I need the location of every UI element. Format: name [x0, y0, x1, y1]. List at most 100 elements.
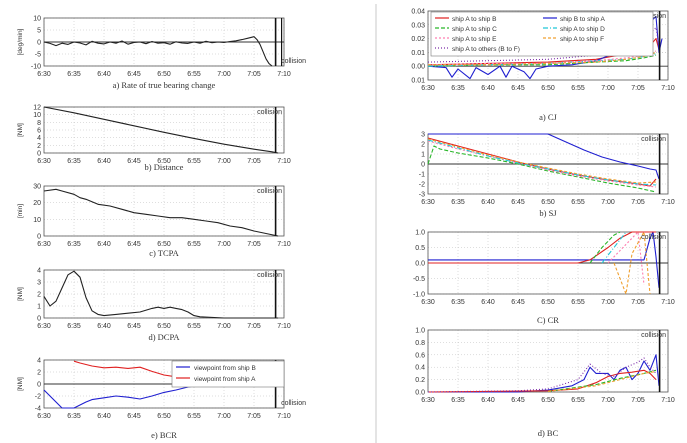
y-tick-label: 10	[33, 16, 41, 23]
x-tick-label: 6:30	[37, 413, 51, 420]
y-tick-label: -1.0	[413, 292, 425, 299]
x-tick-label: 6:45	[511, 299, 525, 306]
x-tick-label: 6:55	[187, 71, 201, 78]
chart-bcr: 4 2 0 -2 -46:30 6:35 6:40 6:45 6:50 6:55 7:00 7:05 7…	[17, 358, 306, 441]
y-tick-label: 3	[37, 280, 41, 287]
y-tick-label: 0.2	[415, 377, 425, 384]
y-tick-label: 10	[33, 112, 41, 119]
x-tick-label: 6:35	[451, 199, 465, 206]
chart-sj: 3 2 1 0 -1 -2 -36:30 6:35 6:40 6:45 6:50 6:55 7:00 7:…	[419, 132, 675, 219]
series-line-orange-5	[613, 231, 651, 295]
x-tick-label: 6:50	[541, 199, 555, 206]
collision-label: collision	[641, 13, 666, 20]
y-tick-label: -10	[31, 64, 41, 71]
collision-label: collision	[257, 272, 282, 279]
collision-label: collision	[257, 188, 282, 195]
legend-entry: ship A to ship F	[560, 36, 604, 43]
x-tick-label: 6:40	[481, 397, 495, 404]
collision-label: collision	[281, 58, 306, 65]
legend-entry: viewpoint from ship A	[194, 376, 256, 383]
x-tick-label: 6:40	[97, 323, 111, 330]
legend-entry: ship A to ship C	[452, 26, 497, 33]
y-tick-label: 8	[37, 120, 41, 127]
x-tick-label: 6:50	[541, 85, 555, 92]
x-tick-label: 7:05	[247, 241, 261, 248]
y-tick-label: 2	[37, 370, 41, 377]
chart-caption: e) BCR	[151, 430, 177, 440]
x-tick-label: 6:45	[127, 158, 141, 165]
series-line-ship-a-to-ship-f	[428, 51, 657, 66]
chart-dcpa: 4 3 2 1 06:30 6:35 6:40 6:45 6:50 6:55 7:00 7:05 7:1…	[17, 268, 291, 343]
x-tick-label: 6:30	[37, 241, 51, 248]
x-tick-label: 6:50	[157, 158, 171, 165]
series-line-pink-4	[607, 231, 645, 285]
x-tick-label: 6:30	[421, 199, 435, 206]
x-tick-label: 7:10	[661, 199, 675, 206]
x-tick-label: 6:40	[97, 241, 111, 248]
x-tick-label: 6:40	[97, 158, 111, 165]
y-tick-label: 0.0	[415, 261, 425, 268]
x-tick-label: 6:45	[511, 199, 525, 206]
y-axis-label: [NM]	[17, 287, 24, 301]
x-tick-label: 6:45	[511, 85, 525, 92]
series-line-orange-4	[547, 370, 657, 392]
y-tick-label: 0.8	[415, 340, 425, 347]
x-tick-label: 6:50	[157, 413, 171, 420]
legend-box	[171, 360, 285, 388]
x-tick-label: 6:45	[127, 323, 141, 330]
y-tick-label: 0.03	[411, 22, 425, 29]
y-tick-label: 0	[37, 382, 41, 389]
x-tick-label: 6:55	[571, 85, 585, 92]
x-tick-label: 6:50	[541, 299, 555, 306]
x-tick-label: 6:35	[67, 158, 81, 165]
series-line-black-0	[43, 106, 279, 154]
y-axis-label: [deg/min]	[17, 28, 24, 55]
x-tick-label: 6:55	[571, 299, 585, 306]
y-tick-label: 12	[33, 105, 41, 112]
x-tick-label: 6:30	[37, 158, 51, 165]
x-tick-label: 7:00	[601, 299, 615, 306]
chart-caption: b) SJ	[539, 208, 557, 218]
x-tick-label: 6:40	[481, 299, 495, 306]
legend-entry: ship A to ship D	[560, 26, 605, 33]
chart-bc: 1.0 0.8 0.6 0.4 0.2 0.06:30 6:35 6:40 6:45 6:50 6:…	[415, 328, 675, 439]
chart-cr: 1.0 0.5 0.0 -0.5 -1.06:30 6:35 6:40 6:45 6:50 6:5…	[413, 230, 675, 326]
x-tick-label: 6:35	[67, 413, 81, 420]
y-axis-label: [NM]	[17, 123, 24, 137]
series-line-black-0	[43, 188, 279, 237]
chart-caption: c) TCPA	[149, 248, 179, 258]
series-line-red-1	[428, 231, 656, 264]
x-tick-label: 6:55	[187, 413, 201, 420]
y-tick-label: 1.0	[415, 230, 425, 237]
x-tick-label: 6:50	[157, 323, 171, 330]
legend-entry: ship B to ship A	[560, 16, 605, 23]
x-tick-label: 6:30	[37, 323, 51, 330]
x-tick-label: 6:55	[187, 323, 201, 330]
x-tick-label: 7:10	[277, 241, 291, 248]
y-tick-label: 2	[37, 143, 41, 150]
y-tick-label: 1	[37, 304, 41, 311]
series-line-cyan-5	[427, 139, 657, 186]
y-tick-label: 0.02	[411, 36, 425, 43]
x-tick-label: 7:05	[631, 397, 645, 404]
y-tick-label: 0.01	[411, 50, 425, 57]
y-tick-label: -2	[35, 394, 41, 401]
series-line-blue-0	[428, 231, 660, 288]
x-tick-label: 7:00	[217, 241, 231, 248]
chart-caption: C) CR	[537, 315, 559, 325]
chart-cj: 0.040.030.020.010.000.016:30 6:35 6:40 6:45…	[411, 9, 675, 123]
y-tick-label: 0	[37, 151, 41, 158]
x-tick-label: 6:40	[481, 199, 495, 206]
y-tick-label: 2	[37, 292, 41, 299]
chart-caption: d) DCPA	[148, 332, 180, 342]
y-tick-label: 0.5	[415, 245, 425, 252]
y-tick-label: 0	[37, 234, 41, 241]
collision-label: collision	[641, 234, 666, 241]
legend-entry: ship A to ship E	[452, 36, 497, 43]
chart-caption: d) BC	[538, 428, 559, 438]
x-tick-label: 7:00	[601, 397, 615, 404]
x-tick-label: 7:00	[217, 71, 231, 78]
y-axis-label: [min]	[17, 204, 24, 218]
x-tick-label: 6:45	[127, 413, 141, 420]
x-tick-label: 7:05	[631, 85, 645, 92]
